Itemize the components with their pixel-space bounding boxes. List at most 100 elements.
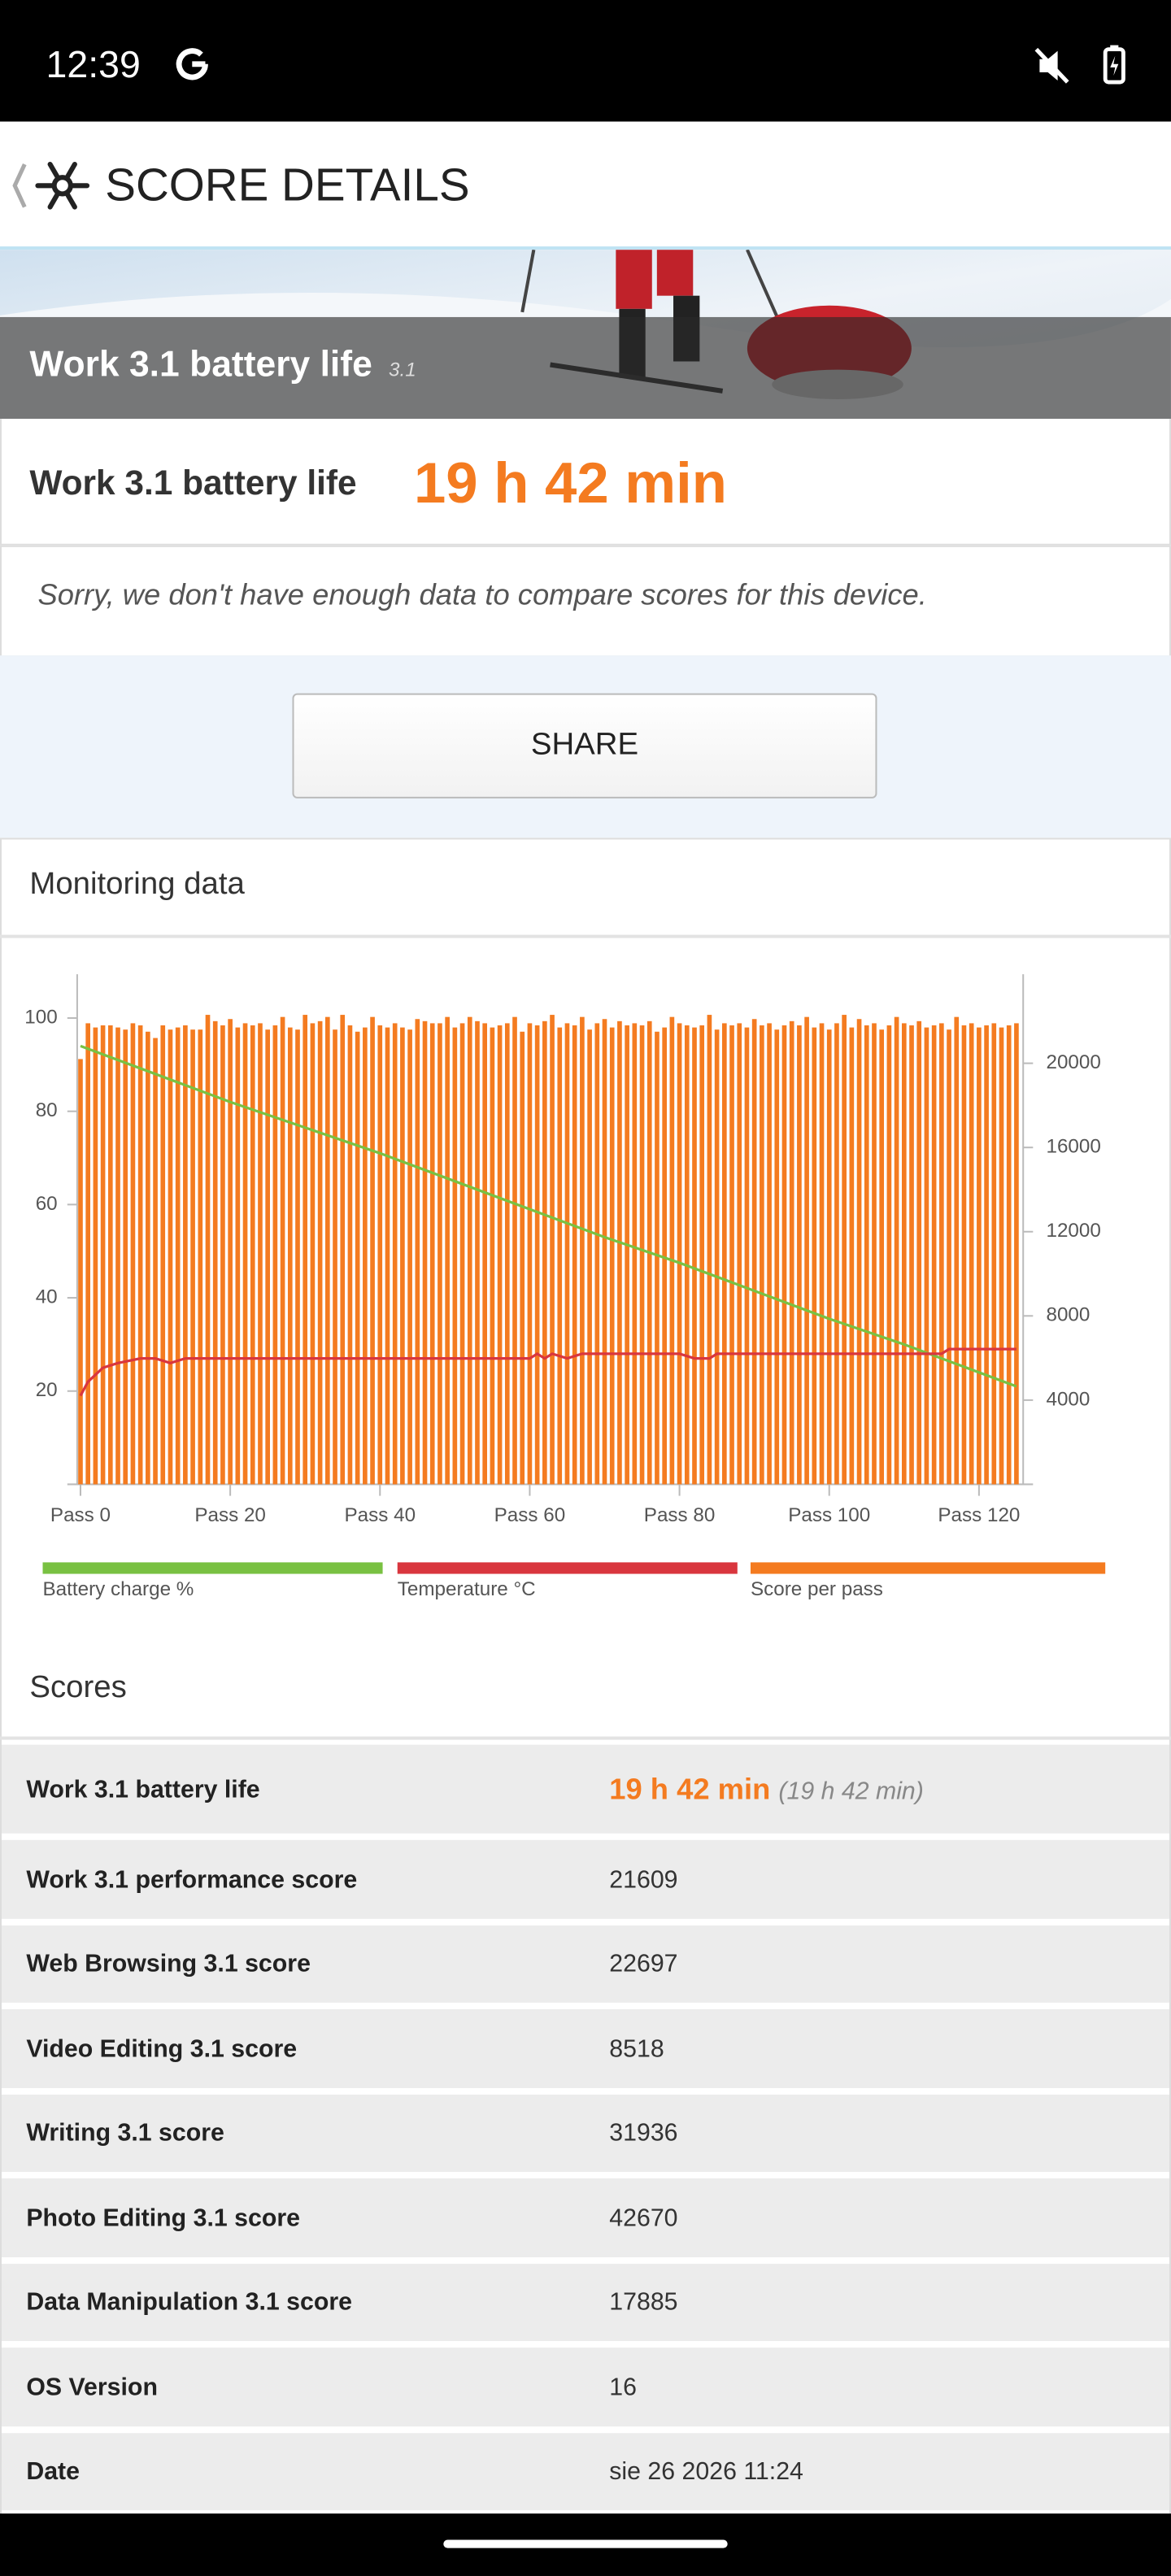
bar (363, 1027, 368, 1485)
row-label: Work 3.1 performance score (26, 1865, 358, 1895)
bar (572, 1025, 577, 1485)
table-row (2, 2008, 1169, 2087)
bar (130, 1023, 136, 1485)
bar (954, 1016, 960, 1485)
bar (991, 1023, 997, 1485)
bar (527, 1023, 533, 1485)
bar (774, 1029, 780, 1485)
bar (662, 1027, 667, 1485)
y2-tick-label: 12000 (1046, 1220, 1100, 1242)
bar (115, 1027, 120, 1485)
bar (137, 1025, 143, 1485)
bar (1014, 1023, 1019, 1485)
bar (107, 1025, 113, 1485)
row-value: 8518 (609, 2035, 664, 2065)
bar (594, 1023, 600, 1485)
bar (190, 1029, 195, 1485)
row-label: Work 3.1 battery life (26, 1776, 260, 1804)
bar (617, 1020, 622, 1485)
y2-tick-label: 16000 (1046, 1136, 1100, 1158)
row-value-text: 17885 (609, 2288, 678, 2317)
bar (812, 1027, 817, 1485)
bar (303, 1015, 308, 1485)
legend-label: Battery charge % (43, 1578, 194, 1600)
divider (0, 1736, 1171, 1740)
row-value-main: 19 h 42 min (609, 1773, 771, 1806)
bar (826, 1029, 832, 1485)
table-row (2, 1839, 1169, 1918)
bar (534, 1025, 540, 1485)
chart-title: Monitoring data (29, 867, 245, 903)
bar (550, 1015, 555, 1485)
bar (340, 1015, 346, 1485)
bar (355, 1031, 360, 1485)
banner-title: Work 3.1 battery life 3.1 (29, 346, 416, 382)
bar (999, 1027, 1004, 1485)
y-tick-label: 100 (24, 1006, 57, 1028)
bar (1006, 1025, 1012, 1485)
scores-title: Scores (29, 1670, 127, 1706)
bar (437, 1023, 442, 1485)
bar (370, 1016, 375, 1485)
bar (347, 1025, 353, 1485)
bar (655, 1031, 660, 1485)
bar (272, 1025, 278, 1485)
row-value-text: 42670 (609, 2204, 678, 2233)
bar (639, 1025, 645, 1485)
bar (333, 1029, 337, 1485)
row-label: OS Version (26, 2373, 158, 2402)
y2-tick-label: 20000 (1046, 1051, 1100, 1073)
bar (909, 1025, 914, 1485)
bar (947, 1029, 951, 1485)
bar (542, 1020, 547, 1485)
bar (879, 1029, 885, 1485)
bar (422, 1020, 428, 1485)
share-label: SHARE (530, 728, 639, 763)
row-value: 16 (609, 2374, 637, 2403)
bar (467, 1016, 472, 1485)
back-button[interactable] (12, 163, 27, 208)
home-indicator[interactable] (443, 2539, 728, 2548)
bar (385, 1027, 390, 1485)
bar (85, 1023, 91, 1485)
x-tick-label: Pass 120 (938, 1504, 1020, 1526)
row-value: 21609 (609, 1866, 677, 1895)
bar (475, 1020, 480, 1485)
row-label: Writing 3.1 score (26, 2119, 224, 2148)
table-row (2, 2093, 1169, 2172)
header-title: SCORE DETAILS (105, 159, 470, 211)
bar (295, 1029, 300, 1485)
bar (400, 1027, 405, 1485)
share-button[interactable] (292, 693, 877, 798)
bar (377, 1025, 383, 1485)
bar (287, 1027, 293, 1485)
status-bar (0, 0, 1171, 122)
bar (924, 1027, 929, 1485)
bar (280, 1016, 285, 1485)
bar (153, 1038, 158, 1485)
bar (819, 1023, 825, 1485)
bar (235, 1027, 241, 1485)
bar (894, 1016, 899, 1485)
bar (459, 1023, 465, 1485)
row-value: sie 26 2026 11:24 (609, 2458, 803, 2487)
y-tick-label: 40 (36, 1286, 58, 1308)
row-label: Photo Editing 3.1 score (26, 2204, 300, 2233)
y2-tick-label: 8000 (1046, 1304, 1090, 1326)
bar (767, 1023, 772, 1485)
bar (625, 1025, 629, 1485)
bar (183, 1025, 188, 1485)
row-label: Video Editing 3.1 score (26, 2034, 298, 2064)
bar (849, 1027, 855, 1485)
bar (751, 1019, 757, 1485)
row-value-text: sie 26 2026 11:24 (609, 2458, 803, 2487)
google-icon (176, 48, 208, 80)
legend-label: Score per pass (751, 1578, 883, 1600)
bar (205, 1015, 211, 1485)
table-row (2, 2178, 1169, 2257)
bar (587, 1029, 592, 1485)
bar (175, 1027, 181, 1485)
bar (916, 1020, 922, 1485)
